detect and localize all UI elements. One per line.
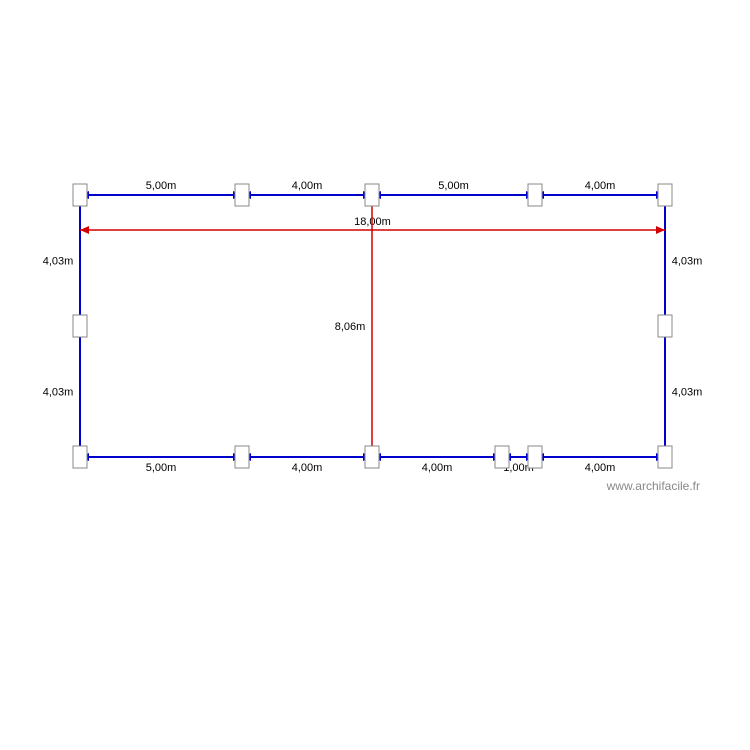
column-marker <box>235 446 249 468</box>
column-marker <box>658 184 672 206</box>
column-marker <box>528 446 542 468</box>
arrowhead <box>80 226 89 234</box>
dimension-label: 4,03m <box>43 256 74 268</box>
arrowhead <box>656 226 665 234</box>
watermark: www.archifacile.fr <box>606 479 700 493</box>
dimension-label: 5,00m <box>438 180 469 192</box>
column-marker <box>365 446 379 468</box>
dimension-label: 4,00m <box>422 462 453 474</box>
dimension-label: 4,00m <box>292 180 323 192</box>
column-marker <box>73 315 87 337</box>
column-marker <box>528 184 542 206</box>
dimension-label: 4,03m <box>672 387 703 399</box>
dimension-label: 4,03m <box>43 387 74 399</box>
floor-plan: 5,00m4,00m5,00m4,00m5,00m4,00m4,00m1,00m… <box>0 0 750 750</box>
column-marker <box>495 446 509 468</box>
dimension-label: 4,00m <box>585 180 616 192</box>
column-marker <box>73 184 87 206</box>
column-marker <box>658 315 672 337</box>
column-marker <box>235 184 249 206</box>
overall-dim-label: 8,06m <box>335 321 366 333</box>
dimension-label: 4,00m <box>292 462 323 474</box>
column-marker <box>73 446 87 468</box>
column-marker <box>365 184 379 206</box>
dimension-label: 5,00m <box>146 462 177 474</box>
dimension-label: 4,03m <box>672 256 703 268</box>
dimension-label: 5,00m <box>146 180 177 192</box>
column-marker <box>658 446 672 468</box>
dimension-label: 4,00m <box>585 462 616 474</box>
